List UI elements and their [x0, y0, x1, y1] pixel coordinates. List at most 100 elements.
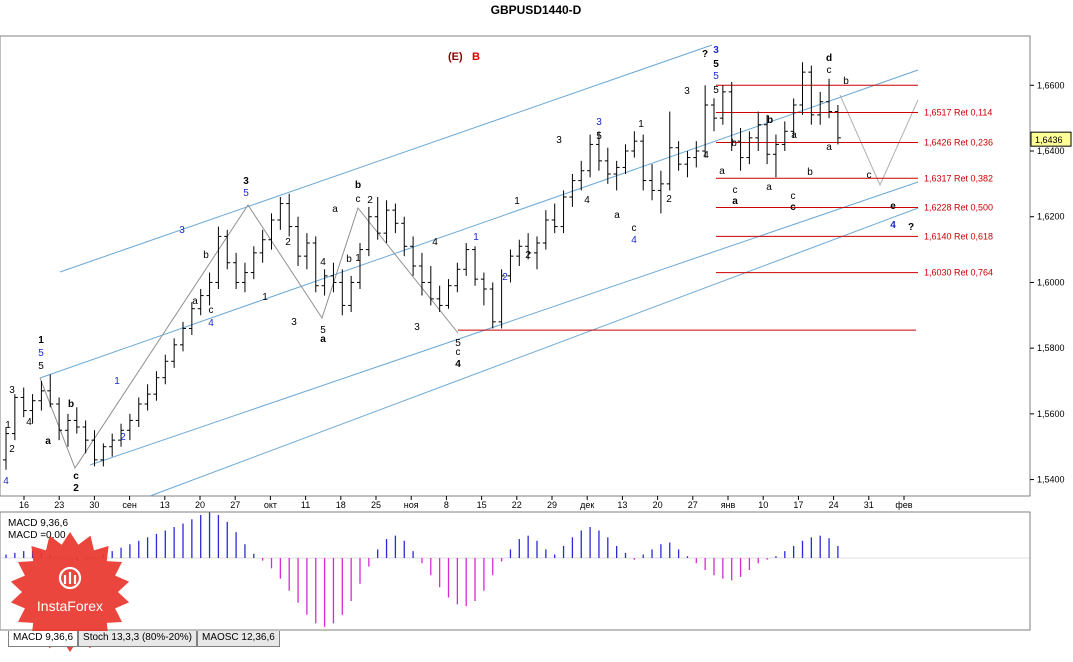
- time-tick-label: 22: [512, 500, 522, 510]
- wave-label: 1: [262, 292, 268, 303]
- wave-label: 3: [291, 317, 297, 328]
- time-tick-label: 31: [864, 500, 874, 510]
- wave-label: 5: [243, 188, 249, 199]
- time-tick-label: 18: [336, 500, 346, 510]
- wave-label: 3: [596, 117, 602, 128]
- wave-label: b: [767, 115, 773, 126]
- price-tick-label: 1,5600: [1037, 409, 1065, 419]
- wave-label: e: [890, 201, 896, 212]
- projection-line: [839, 94, 919, 187]
- wave-label-b: B: [472, 51, 480, 63]
- wave-label: c: [356, 194, 361, 205]
- wave-label: c: [73, 471, 79, 482]
- wave-label: 2: [525, 250, 531, 261]
- wave-label: 3: [179, 225, 185, 236]
- time-tick-label: 30: [89, 500, 99, 510]
- zigzag-line: [39, 204, 459, 470]
- time-tick-label: фев: [895, 500, 912, 510]
- wave-label: a: [45, 436, 51, 447]
- wave-label: c: [733, 185, 738, 196]
- wave-label: 2: [666, 194, 672, 205]
- time-tick-label: 20: [195, 500, 205, 510]
- wave-label: 5: [596, 131, 602, 142]
- wave-label: 4: [890, 220, 896, 231]
- wave-label: a: [719, 166, 725, 177]
- logo-badge-icon: [10, 532, 130, 652]
- wave-label: 3: [9, 385, 15, 396]
- price-tick-label: 1,5800: [1037, 343, 1065, 353]
- channel-line: [39, 69, 919, 379]
- wave-label: b: [843, 76, 849, 87]
- wave-label: 5: [38, 361, 44, 372]
- wave-label: 2: [285, 237, 291, 248]
- time-tick-label: 16: [19, 500, 29, 510]
- wave-label: b: [346, 254, 352, 265]
- wave-label: 4: [455, 359, 461, 370]
- wave-label: 4: [584, 195, 590, 206]
- wave-label: c: [632, 223, 637, 234]
- wave-label: 1: [38, 335, 44, 346]
- fibo-label: 1,6140 Ret 0,618: [924, 231, 993, 241]
- wave-label: 5: [713, 59, 719, 70]
- wave-label: 2: [502, 272, 508, 283]
- wave-label: 5: [713, 71, 719, 82]
- wave-label: 2: [120, 432, 126, 443]
- tab-stoch[interactable]: Stoch 13,3,3 (80%-20%): [78, 631, 197, 647]
- wave-label: 3: [243, 176, 249, 187]
- fibo-label: 1,6426 Ret 0,236: [924, 137, 993, 147]
- wave-label: b: [68, 399, 74, 410]
- macd-histogram: [0, 512, 1030, 627]
- time-tick-label: 23: [54, 500, 64, 510]
- time-tick-label: 25: [371, 500, 381, 510]
- time-tick-label: 27: [230, 500, 240, 510]
- current-price-tag: 1,6436: [1030, 131, 1072, 147]
- time-tick-label: окт: [264, 500, 277, 510]
- channel-line: [89, 181, 919, 466]
- macd-label: MACD 9,36,6: [8, 518, 68, 529]
- fibo-label: 1,6517 Ret 0,114: [924, 108, 992, 118]
- wave-label: c: [867, 170, 872, 181]
- time-tick-label: 10: [758, 500, 768, 510]
- price-axis: 1,5400 1,5600 1,5800 1,6000 1,6200 1,6400 1,66…: [1030, 80, 1065, 485]
- wave-label: 1: [114, 376, 120, 387]
- wave-label: a: [791, 130, 797, 141]
- wave-label: 5: [455, 338, 461, 349]
- wave-label: 4: [3, 476, 9, 487]
- tab-maosc[interactable]: MAOSC 12,36,6: [196, 631, 280, 647]
- wave-label: 3: [556, 135, 562, 146]
- wave-label: 4: [432, 237, 438, 248]
- wave-label: b: [731, 138, 737, 149]
- time-tick-label: сен: [122, 500, 137, 510]
- wave-label: b: [203, 250, 209, 261]
- wave-label: 3: [684, 86, 690, 97]
- wave-label: 5: [38, 348, 44, 359]
- tab-macd[interactable]: MACD 9,36,6: [8, 631, 79, 647]
- wave-label: 4: [208, 318, 214, 329]
- wave-label: c: [790, 202, 796, 213]
- price-tick-label: 1,6200: [1037, 212, 1065, 222]
- time-tick-label: 17: [793, 500, 803, 510]
- fibo-label: 1,6030 Ret 0,764: [924, 268, 993, 278]
- wave-label: c: [209, 305, 214, 316]
- wave-label: 1: [514, 196, 520, 207]
- wave-label: a: [332, 204, 338, 215]
- channel-line: [59, 44, 713, 273]
- wave-label: c: [827, 65, 832, 76]
- price-tick-label: 1,6600: [1037, 80, 1065, 90]
- wave-label: d: [826, 53, 832, 64]
- time-tick-label: 29: [547, 500, 557, 510]
- wave-label: 1: [355, 253, 361, 264]
- wave-label: 2: [367, 195, 373, 206]
- fibo-label: 1,6228 Ret 0,500: [924, 203, 993, 213]
- wave-label: 4: [320, 257, 326, 268]
- time-tick-label: 13: [617, 500, 627, 510]
- time-tick-label: дек: [580, 500, 594, 510]
- price-tick-label: 1,5400: [1037, 475, 1065, 485]
- time-tick-label: 24: [829, 500, 839, 510]
- channel-line: [149, 207, 919, 497]
- wave-label: b: [355, 180, 361, 191]
- wave-label: a: [614, 210, 620, 221]
